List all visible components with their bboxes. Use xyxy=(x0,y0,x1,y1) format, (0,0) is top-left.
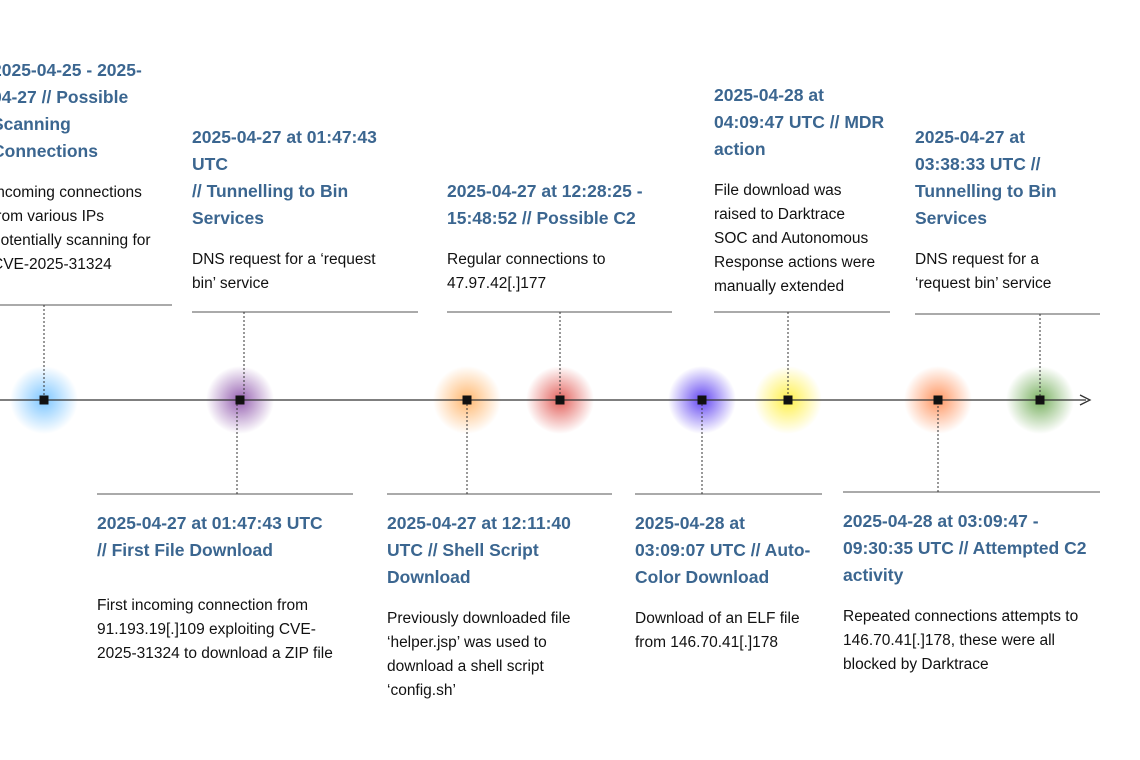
event-description: Repeated connections attempts to 146.70.4… xyxy=(843,605,1086,677)
event-box: 2025-04-28 at 04:09:47 UTC // MDR action Fi… xyxy=(714,82,884,299)
description-line: Regular connections to xyxy=(447,251,606,268)
description-line: 2025-31324 to download a ZIP file xyxy=(97,645,333,662)
description-line: ‘helper.jsp’ was used to xyxy=(387,634,547,651)
event-title: 2025-04-27 at 12:28:25 - xyxy=(447,181,643,201)
description-line: ‘config.sh’ xyxy=(387,682,456,699)
description-line: 91.193.19[.]109 exploiting CVE- xyxy=(97,621,316,638)
timeline-node xyxy=(555,395,565,405)
event-box: 2025-04-27 at 12:11:40 UTC // Shell Scrip… xyxy=(387,510,571,703)
event-description: File download was raised to Darktrace SOC … xyxy=(714,179,884,299)
event-description: Regular connections to 47.97.42[.]177 xyxy=(447,248,643,296)
event-description: Previously downloaded file ‘helper.jsp’ w… xyxy=(387,607,571,703)
timeline-node xyxy=(1035,395,1045,405)
event-title: 03:09:07 UTC // Auto- xyxy=(635,540,811,560)
event-title: 2025-04-28 at 03:09:47 - xyxy=(843,511,1039,531)
description-line: bin’ service xyxy=(192,275,269,292)
description-line: Incoming connections xyxy=(0,184,142,201)
timeline-node xyxy=(697,395,707,405)
axis-arrow xyxy=(1079,394,1092,406)
event-title: 03:38:33 UTC // xyxy=(915,154,1041,174)
event-title: activity xyxy=(843,565,904,585)
description-line: First incoming connection from xyxy=(97,597,309,614)
event-description: Download of an ELF file from 146.70.41[.]… xyxy=(635,607,810,655)
description-line: 47.97.42[.]177 xyxy=(447,275,547,292)
description-line: Repeated connections attempts to xyxy=(843,608,1079,625)
event-title: Scanning xyxy=(0,114,71,134)
description-line: potentially scanning for xyxy=(0,232,151,249)
event-box: 2025-04-28 at 03:09:07 UTC // Auto- Color … xyxy=(635,510,810,655)
event-title: 2025-04-27 at xyxy=(915,127,1025,147)
description-line: DNS request for a xyxy=(915,251,1040,268)
event-title: 2025-04-28 at xyxy=(714,85,824,105)
event-title: 04:09:47 UTC // MDR xyxy=(714,112,885,132)
description-line: CVE-2025-31324 xyxy=(0,256,112,273)
event-title: 2025-04-27 at 01:47:43 xyxy=(192,127,377,147)
description-line: Response actions were xyxy=(714,254,876,271)
description-line: SOC and Autonomous xyxy=(714,230,869,247)
event-title: // First File Download xyxy=(97,540,273,560)
event-box: 2025-04-27 at 12:28:25 - 15:48:52 // Poss… xyxy=(447,178,643,296)
timeline-node xyxy=(462,395,472,405)
description-line: raised to Darktrace xyxy=(714,206,845,223)
description-line: 146.70.41[.]178, these were all xyxy=(843,632,1055,649)
event-title: UTC // Shell Script xyxy=(387,540,539,560)
event-title: Connections xyxy=(0,141,98,161)
event-description: First incoming connection from 91.193.19[… xyxy=(97,594,333,666)
event-title: 2025-04-25 - 2025- xyxy=(0,60,142,80)
event-box: 2025-04-28 at 03:09:47 - 09:30:35 UTC // … xyxy=(843,508,1086,677)
description-line: manually extended xyxy=(714,278,845,295)
event-box: 2025-04-27 at 03:38:33 UTC // Tunnelling t… xyxy=(915,124,1057,296)
description-line: blocked by Darktrace xyxy=(843,656,989,673)
timeline-node xyxy=(933,395,943,405)
event-description: DNS request for a ‘request bin’ service xyxy=(192,248,377,296)
timeline-node xyxy=(235,395,245,405)
event-title: Services xyxy=(192,208,265,228)
event-box: 2025-04-25 - 2025- 04-27 // Possible Scann… xyxy=(0,57,151,277)
event-box: 2025-04-27 at 01:47:43 UTC // First File… xyxy=(97,510,333,666)
event-description: DNS request for a ‘request bin’ service xyxy=(915,248,1057,296)
description-line: File download was xyxy=(714,182,842,199)
event-description: Incoming connections from various IPs pote… xyxy=(0,181,151,277)
event-title: 2025-04-27 at 12:11:40 xyxy=(387,513,571,533)
description-line: from various IPs xyxy=(0,208,104,225)
event-title: 2025-04-28 at xyxy=(635,513,745,533)
description-line: Download of an ELF file xyxy=(635,610,800,627)
description-line: download a shell script xyxy=(387,658,544,675)
event-title: action xyxy=(714,139,766,159)
description-line: Previously downloaded file xyxy=(387,610,571,627)
description-line: from 146.70.41[.]178 xyxy=(635,634,779,651)
event-title: 15:48:52 // Possible C2 xyxy=(447,208,636,228)
event-title: 09:30:35 UTC // Attempted C2 xyxy=(843,538,1087,558)
description-line: DNS request for a ‘request xyxy=(192,251,376,268)
event-title: UTC xyxy=(192,154,228,174)
event-title: 04-27 // Possible xyxy=(0,87,129,107)
event-box: 2025-04-27 at 01:47:43 UTC // Tunnelling … xyxy=(192,124,377,296)
event-title: Download xyxy=(387,567,471,587)
timeline-node xyxy=(39,395,49,405)
event-title: // Tunnelling to Bin xyxy=(192,181,349,201)
event-title: Tunnelling to Bin xyxy=(915,181,1057,201)
timeline-node xyxy=(783,395,793,405)
event-title: 2025-04-27 at 01:47:43 UTC xyxy=(97,513,323,533)
event-title: Services xyxy=(915,208,988,228)
event-title: Color Download xyxy=(635,567,770,587)
description-line: ‘request bin’ service xyxy=(915,275,1052,292)
